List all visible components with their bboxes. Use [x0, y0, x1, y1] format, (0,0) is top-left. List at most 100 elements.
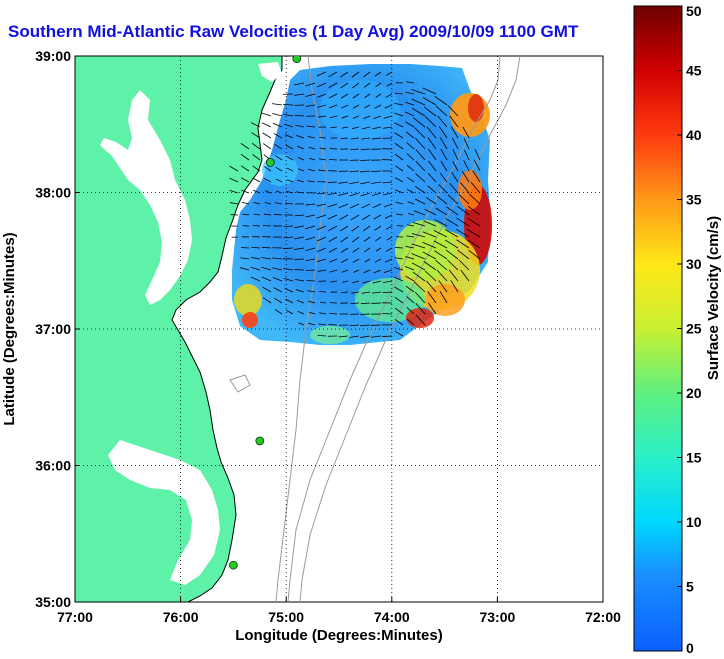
- velocity-arrow: [295, 279, 305, 282]
- velocity-arrow: [316, 203, 327, 207]
- velocity-arrow: [263, 143, 272, 150]
- velocity-arrow: [350, 214, 360, 221]
- velocity-arrow: [341, 104, 349, 109]
- velocity-arrow: [445, 249, 459, 260]
- velocity-vectors: [229, 71, 481, 338]
- velocity-arrow: [371, 192, 382, 196]
- velocity-arrow: [297, 168, 305, 172]
- velocity-arrow: [318, 323, 327, 326]
- velocity-arrow: [329, 158, 338, 161]
- velocity-arrow: [386, 82, 393, 87]
- velocity-arrow: [473, 159, 481, 172]
- velocity-arrow: [261, 122, 272, 128]
- velocity-arrow: [341, 258, 349, 263]
- velocity-arrow: [452, 161, 459, 172]
- velocity-arrow: [425, 116, 437, 128]
- velocity-arrow: [229, 165, 239, 172]
- velocity-arrow: [252, 154, 261, 161]
- velocity-arrow: [435, 105, 448, 117]
- bathymetry-contours: [229, 56, 521, 602]
- velocity-arrow: [341, 115, 349, 119]
- velocity-arrow: [440, 172, 448, 183]
- velocity-arrow: [435, 207, 448, 216]
- velocity-arrow: [375, 82, 382, 88]
- velocity-arrow: [447, 259, 459, 271]
- velocity-arrow: [406, 164, 415, 172]
- velocity-arrow: [406, 176, 415, 183]
- velocity-arrow: [319, 301, 327, 304]
- velocity-arrow: [253, 213, 261, 216]
- velocity-arrow: [413, 210, 426, 216]
- velocity-arrow: [438, 280, 448, 293]
- velocity-arrow: [328, 71, 338, 78]
- velocity-arrow: [405, 256, 415, 260]
- velocity-arrow: [251, 142, 261, 150]
- velocity-arrow: [470, 181, 481, 194]
- velocity-arrow: [384, 104, 393, 109]
- velocity-arrow: [318, 158, 327, 161]
- velocity-arrow: [307, 136, 316, 139]
- velocity-arrow: [363, 236, 371, 242]
- velocity-arrow: [415, 137, 426, 150]
- velocity-arrow: [428, 160, 437, 172]
- velocity-arrow: [434, 219, 448, 227]
- velocity-arrow: [349, 335, 360, 338]
- velocity-arrow: [375, 93, 382, 98]
- velocity-arrow: [411, 262, 426, 271]
- velocity-arrow: [415, 173, 426, 183]
- velocity-arrow: [363, 115, 371, 119]
- velocity-arrow: [297, 157, 305, 161]
- velocity-arrow: [242, 213, 250, 216]
- velocity-arrow: [272, 103, 283, 106]
- velocity-arrow: [411, 89, 426, 95]
- velocity-arrow: [434, 250, 448, 260]
- velocity-arrow: [394, 177, 404, 183]
- velocity-arrow: [422, 87, 437, 95]
- velocity-arrow: [411, 107, 426, 117]
- colorbar-tick-label: 10: [686, 514, 702, 530]
- x-tick-label: 75:00: [268, 609, 304, 625]
- velocity-arrow: [447, 105, 459, 117]
- sound-water: [108, 440, 220, 585]
- velocity-arrow: [394, 257, 404, 260]
- velocity-arrow: [364, 93, 371, 99]
- velocity-arrow: [361, 291, 371, 294]
- velocity-arrow: [361, 203, 371, 209]
- velocity-arrow: [457, 205, 470, 216]
- velocity-arrow: [406, 153, 415, 161]
- colorbar-gradient: [633, 5, 683, 652]
- velocity-arrow: [407, 224, 415, 227]
- velocity-arrow: [395, 247, 404, 249]
- velocity-arrow: [240, 257, 250, 260]
- colorbar-tick-label: 35: [686, 192, 702, 208]
- velocity-arrow: [275, 178, 283, 183]
- velocity-arrow: [374, 104, 382, 109]
- velocity-arrow: [427, 291, 437, 304]
- velocity-arrow: [371, 335, 382, 338]
- x-tick-label: 72:00: [585, 609, 621, 625]
- velocity-arrow: [382, 280, 393, 284]
- velocity-arrow: [375, 236, 382, 242]
- velocity-arrow: [449, 115, 459, 128]
- velocity-arrow: [360, 192, 371, 197]
- velocity-arrow: [382, 291, 393, 294]
- velocity-arrow: [384, 258, 393, 263]
- velocity-arrow: [284, 133, 294, 139]
- velocity-arrow: [394, 307, 404, 315]
- velocity-arrow: [316, 225, 327, 231]
- velocity-arrow: [422, 251, 437, 260]
- velocity-arrow: [296, 135, 305, 139]
- velocity-arrow: [371, 137, 382, 140]
- velocity-arrow: [275, 166, 283, 172]
- velocity-arrow: [449, 183, 459, 194]
- velocity-arrow: [240, 142, 250, 150]
- velocity-arrow: [394, 102, 404, 106]
- velocity-arrow: [436, 269, 448, 282]
- velocity-arrow: [375, 247, 382, 252]
- velocity-arrow: [327, 192, 338, 196]
- velocity-arrow: [352, 236, 360, 243]
- velocity-arrow: [370, 170, 382, 173]
- velocity-arrow: [283, 268, 294, 271]
- velocity-arrow: [451, 137, 459, 150]
